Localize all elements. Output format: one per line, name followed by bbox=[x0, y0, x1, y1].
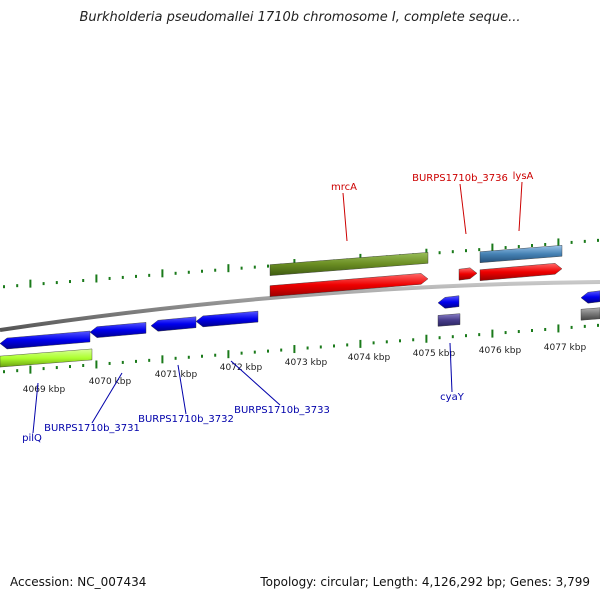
axis-tick-label: 4071 kbp bbox=[155, 370, 198, 380]
map-title: Burkholderia pseudomallei 1710b chromoso… bbox=[79, 10, 521, 25]
gene-label-leader bbox=[230, 360, 281, 406]
gene-label[interactable]: pilQ bbox=[22, 433, 42, 444]
gene-feature-arrow[interactable] bbox=[437, 295, 460, 309]
axis-tick-label: 4073 kbp bbox=[285, 358, 328, 368]
axis-tick-label: 4077 kbp bbox=[544, 343, 587, 353]
gene-label[interactable]: BURPS1710b_3736 bbox=[412, 173, 508, 184]
axis-tick-label: 4072 kbp bbox=[220, 363, 263, 373]
gene-feature-arrow[interactable] bbox=[479, 263, 563, 281]
gene-label[interactable]: lysA bbox=[513, 171, 534, 182]
axis-tick-label: 4076 kbp bbox=[479, 346, 522, 356]
axis-tick-label: 4075 kbp bbox=[413, 349, 456, 359]
gene-features[interactable] bbox=[0, 245, 600, 368]
gene-feature-arrow[interactable] bbox=[458, 267, 478, 281]
gene-feature-arrow[interactable] bbox=[195, 310, 259, 328]
gene-feature-arrow[interactable] bbox=[580, 307, 600, 321]
axis-tick-label: 4070 kbp bbox=[89, 377, 132, 387]
gene-label-leader bbox=[449, 342, 453, 393]
gene-feature-arrow[interactable] bbox=[269, 273, 429, 297]
genome-summary-text: Topology: circular; Length: 4,126,292 bp… bbox=[260, 575, 590, 589]
gene-label-leader bbox=[177, 364, 187, 415]
gene-feature-arrow[interactable] bbox=[479, 245, 563, 263]
gene-feature-arrow[interactable] bbox=[437, 313, 461, 327]
lower-tick-track bbox=[3, 323, 599, 374]
axis-tick-labels: 4069 kbp 4070 kbp 4071 kbp 4072 kbp 4073 kbp… bbox=[23, 343, 587, 395]
gene-feature-arrow[interactable] bbox=[89, 322, 147, 338]
gene-label[interactable]: BURPS1710b_3732 bbox=[138, 414, 234, 425]
gene-label[interactable]: cyaY bbox=[440, 392, 465, 403]
gene-label-leader bbox=[91, 372, 123, 424]
gene-feature-arrow[interactable] bbox=[269, 252, 429, 276]
axis-tick-label: 4074 kbp bbox=[348, 353, 391, 363]
gene-label-leader bbox=[518, 181, 523, 232]
gene-label-leader bbox=[32, 382, 39, 434]
gene-feature-arrow[interactable] bbox=[0, 330, 91, 350]
gene-feature-arrow[interactable] bbox=[0, 348, 93, 368]
gene-label[interactable]: mrcA bbox=[331, 182, 357, 193]
accession-text: Accession: NC_007434 bbox=[10, 575, 147, 589]
gene-feature-arrow[interactable] bbox=[580, 290, 600, 304]
gene-label[interactable]: BURPS1710b_3731 bbox=[44, 423, 140, 434]
gene-label[interactable]: BURPS1710b_3733 bbox=[234, 405, 330, 416]
gene-label-leader bbox=[459, 183, 467, 235]
axis-tick-label: 4069 kbp bbox=[23, 385, 66, 395]
gene-label-leader bbox=[342, 192, 348, 242]
chromosome-backbone bbox=[0, 280, 600, 332]
gene-feature-arrow[interactable] bbox=[150, 316, 197, 332]
